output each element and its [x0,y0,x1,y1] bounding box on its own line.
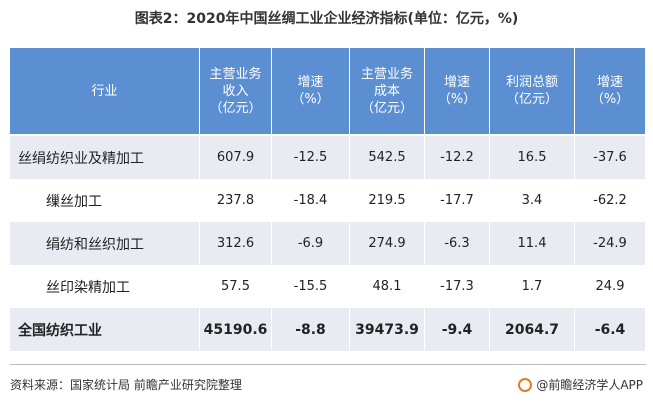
cell-value: -17.3 [425,265,490,308]
header-text: （亿元） [360,100,413,116]
header-cell: 增速 （%） [425,48,490,134]
total-row: 全国纺织工业 45190.6 -8.8 39473.9 -9.4 2064.7 -6.4 [10,308,646,351]
header-row: 行业 主营业务 收入 （亿元） 增速 （%） 主营业务 成本 （亿元） 增速 （%） 利润总额 （亿元）… [10,48,646,134]
cell-value: -37.6 [575,136,646,179]
header-text: 收入 [222,83,249,99]
cell-value: 11.4 [490,222,575,265]
cell-value: 45190.6 [200,308,272,351]
cell-value: 48.1 [350,265,425,308]
cell-value: -12.5 [272,136,350,179]
row-label: 缫丝加工 [10,179,200,222]
cell-value: 542.5 [350,136,425,179]
brand: @前瞻经济学人APP [518,376,643,393]
header-text: 增速 [297,75,324,90]
row-label: 绢纺和丝织加工 [10,222,200,265]
header-text: 成本 [373,83,400,99]
row-label: 丝绢纺织业及精加工 [10,136,200,179]
header-text: （亿元） [505,92,558,107]
cell-value: 1.7 [490,265,575,308]
title: 图表2：2020年中国丝绸工业企业经济指标(单位：亿元，%) [134,11,519,27]
brand-icon [518,377,533,392]
divider [10,364,646,365]
header-cell: 行业 [10,48,200,134]
cell-value: -15.5 [272,265,350,308]
source: 资料来源：国家统计局 前瞻产业研究院整理 [10,378,242,392]
header-cell: 主营业务 收入 （亿元） [200,48,272,134]
cell-value: -6.4 [575,308,646,351]
cell-value: -6.9 [272,222,350,265]
header-text: （亿元） [209,100,262,116]
cell-value: 312.6 [200,222,272,265]
row-label: 全国纺织工业 [10,308,200,351]
cell-value: 39473.9 [350,308,425,351]
cell-value: -9.4 [425,308,490,351]
cell-value: -18.4 [272,179,350,222]
cell-value: -24.9 [575,222,646,265]
header-cell: 增速 （%） [575,48,646,134]
header-cell: 增速 （%） [272,48,350,134]
cell-value: 219.5 [350,179,425,222]
header-cell: 主营业务 成本 （亿元） [350,48,425,134]
cell-value: 237.8 [200,179,272,222]
header-text: 增速 [443,75,470,90]
header-cell: 利润总额 （亿元） [490,48,575,134]
cell-value: -17.7 [425,179,490,222]
brand-text: @前瞻经济学人APP [536,378,643,392]
header-text: （%） [590,92,630,107]
cell-value: -12.2 [425,136,490,179]
cell-value: -8.8 [272,308,350,351]
cell-value: -62.2 [575,179,646,222]
row-label: 丝印染精加工 [10,265,200,308]
cell-value: 607.9 [200,136,272,179]
cell-value: 2064.7 [490,308,575,351]
cell-value: 24.9 [575,265,646,308]
cell-value: -6.3 [425,222,490,265]
cell-value: 16.5 [490,136,575,179]
data-row: 缫丝加工 237.8 -18.4 219.5 -17.7 3.4 -62.2 [10,179,646,222]
data-row: 丝印染精加工 57.5 -15.5 48.1 -17.3 1.7 24.9 [10,265,646,308]
header-text: 主营业务 [360,66,413,82]
header-text: 行业 [91,83,118,99]
data-row: 丝绢纺织业及精加工 607.9 -12.5 542.5 -12.2 16.5 -37.6 [10,136,646,179]
header-text: 主营业务 [209,66,262,82]
header-text: 利润总额 [505,75,558,90]
header-text: 增速 [596,75,623,90]
cell-value: 57.5 [200,265,272,308]
header-text: （%） [291,92,330,107]
cell-value: 3.4 [490,179,575,222]
header-text: （%） [437,92,477,107]
data-row: 绢纺和丝织加工 312.6 -6.9 274.9 -6.3 11.4 -24.9 [10,222,646,265]
cell-value: 274.9 [350,222,425,265]
